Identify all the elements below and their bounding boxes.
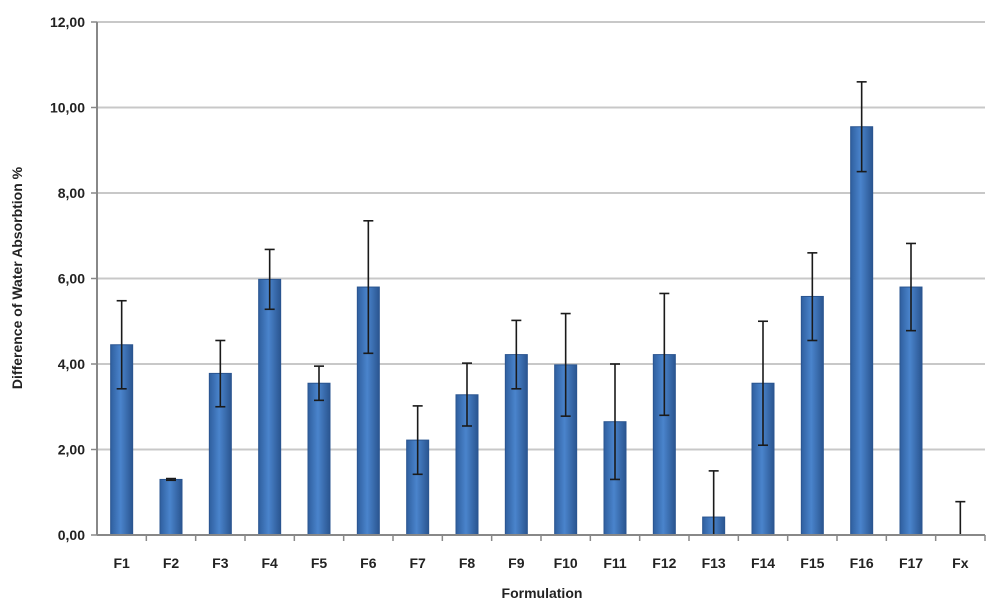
x-tick-label: F6 bbox=[360, 555, 377, 571]
error-bar-fx bbox=[955, 500, 966, 535]
error-bar-f3 bbox=[215, 339, 226, 408]
x-tick-label: F14 bbox=[751, 555, 775, 571]
error-bar-f9 bbox=[511, 319, 522, 390]
x-tick-label: F11 bbox=[603, 555, 627, 571]
bar-f5 bbox=[307, 382, 331, 536]
x-axis-title: Formulation bbox=[502, 585, 583, 601]
error-bar-f15 bbox=[807, 252, 818, 342]
x-tick-label: F5 bbox=[311, 555, 328, 571]
error-bar-f1 bbox=[116, 299, 127, 390]
y-tick-label: 2,00 bbox=[58, 442, 85, 458]
error-bars bbox=[116, 81, 966, 535]
gridlines bbox=[97, 21, 985, 451]
x-tick-label: F3 bbox=[212, 555, 229, 571]
x-tick-label: F12 bbox=[652, 555, 676, 571]
x-tick-label: F4 bbox=[261, 555, 278, 571]
bar-f16 bbox=[850, 126, 874, 536]
error-bar-f7 bbox=[412, 405, 423, 476]
x-tick-label: F15 bbox=[800, 555, 824, 571]
error-bar-f6 bbox=[363, 219, 374, 355]
x-tick-label: F9 bbox=[508, 555, 525, 571]
y-tick-label: 10,00 bbox=[50, 100, 85, 116]
error-bar-f8 bbox=[462, 362, 472, 427]
error-bar-f10 bbox=[560, 312, 571, 417]
error-bar-f2 bbox=[166, 477, 176, 482]
error-bar-f11 bbox=[610, 363, 620, 481]
x-tick-label: F10 bbox=[554, 555, 578, 571]
x-tick-label: F2 bbox=[163, 555, 180, 571]
error-bar-f13 bbox=[708, 470, 719, 535]
error-bar-f12 bbox=[659, 292, 670, 417]
error-bar-f5 bbox=[314, 365, 324, 402]
bars bbox=[110, 126, 923, 536]
x-tick-label: F13 bbox=[702, 555, 726, 571]
error-bar-f17 bbox=[906, 242, 916, 332]
y-axis-title: Difference of Water Absorbtion % bbox=[9, 166, 25, 389]
y-tick-label: 8,00 bbox=[58, 185, 85, 201]
x-tick-label: F16 bbox=[850, 555, 874, 571]
error-bar-f16 bbox=[856, 81, 867, 173]
error-bar-f4 bbox=[264, 248, 275, 311]
x-tick-label: Fx bbox=[952, 555, 969, 571]
error-bar-f14 bbox=[758, 320, 768, 447]
bar-f2 bbox=[159, 478, 183, 536]
y-axis-ticks: 0,00 2,00 4,00 6,00 8,00 10,00 12,00 bbox=[50, 14, 97, 543]
x-tick-label: F1 bbox=[113, 555, 130, 571]
bar-f4 bbox=[258, 278, 282, 536]
y-tick-label: 12,00 bbox=[50, 14, 85, 30]
x-tick-label: F17 bbox=[899, 555, 923, 571]
y-tick-label: 4,00 bbox=[58, 356, 85, 372]
x-tick-label: F7 bbox=[409, 555, 426, 571]
x-tick-label: F8 bbox=[459, 555, 476, 571]
y-tick-label: 6,00 bbox=[58, 271, 85, 287]
x-axis-ticks: F1 F2 F3 F4 F5 F6 F7 F8 F9 F10 F11 F12 F13 F14 F15 F16 F… bbox=[113, 535, 986, 571]
y-tick-label: 0,00 bbox=[58, 527, 85, 543]
